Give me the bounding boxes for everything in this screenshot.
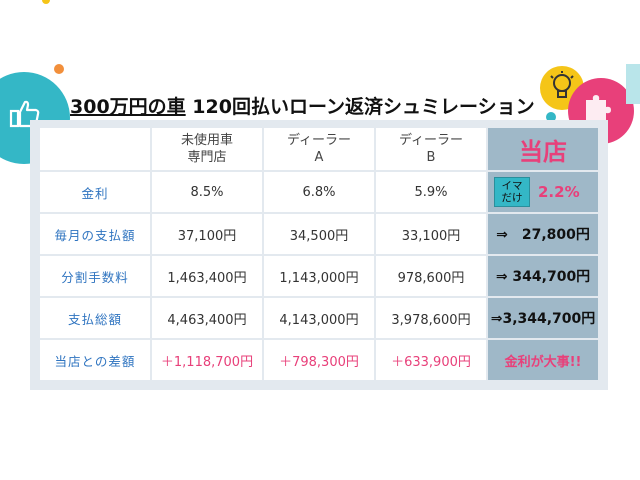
table-cell: 8.5% — [152, 172, 262, 212]
store-cell-interest: イマ だけ 2.2% — [488, 172, 598, 212]
column-header-dealer-b: ディーラー B — [376, 128, 486, 170]
column-header-line: A — [314, 150, 324, 165]
table-row: 支払総額 4,463,400円 4,143,000円 3,978,600円 ⇒3… — [40, 298, 598, 338]
puzzle-icon — [586, 95, 611, 120]
column-header-line: 未使用車 — [180, 133, 233, 148]
store-cell-total: ⇒3,344,700円 — [488, 298, 598, 338]
table-row: 毎月の支払額 37,100円 34,500円 33,100円 ⇒ 27,800円 — [40, 214, 598, 254]
light-bulb-icon — [550, 71, 574, 98]
column-header-line: 専門店 — [187, 150, 227, 165]
row-label-interest: 金利 — [40, 172, 150, 212]
table-cell: 37,100円 — [152, 214, 262, 254]
table-cell: 1,463,400円 — [152, 256, 262, 296]
decor-dot — [42, 0, 50, 4]
decor-stripe — [626, 64, 640, 104]
decor-circle-yellow — [540, 66, 584, 110]
column-header-line: ディーラー — [398, 133, 464, 148]
table-cell-difference: ＋798,300円 — [264, 340, 374, 380]
table-header-row: 未使用車 専門店 ディーラー A ディーラー B 当店 — [40, 128, 598, 170]
table-cell: 978,600円 — [376, 256, 486, 296]
column-header-line: B — [426, 150, 436, 165]
table-cell: 3,978,600円 — [376, 298, 486, 338]
column-header-toten: 当店 — [488, 128, 598, 170]
row-label-difference: 当店との差額 — [40, 340, 150, 380]
column-header-line: ディーラー — [286, 133, 352, 148]
table-row: 金利 8.5% 6.8% 5.9% イマ だけ 2.2% — [40, 172, 598, 212]
title-loan-simulation: 120回払いローン返済シュミレーション — [185, 96, 535, 118]
table-cell: 33,100円 — [376, 214, 486, 254]
table-cell: 1,143,000円 — [264, 256, 374, 296]
row-label-total: 支払総額 — [40, 298, 150, 338]
limited-time-badge: イマ だけ — [494, 177, 530, 207]
table-cell: 6.8% — [264, 172, 374, 212]
store-cell-monthly: ⇒ 27,800円 — [488, 214, 598, 254]
store-cell-message: 金利が大事!! — [488, 340, 598, 380]
table-cell-difference: ＋1,118,700円 — [152, 340, 262, 380]
column-header-dealer-a: ディーラー A — [264, 128, 374, 170]
comparison-table: 未使用車 専門店 ディーラー A ディーラー B 当店 金利 8.5% 6.8%… — [38, 126, 600, 382]
decor-dot-orange — [54, 64, 64, 74]
row-label-monthly: 毎月の支払額 — [40, 214, 150, 254]
table-cell-difference: ＋633,900円 — [376, 340, 486, 380]
table-cell: 4,463,400円 — [152, 298, 262, 338]
badge-text: イマ だけ — [501, 180, 523, 204]
store-interest-rate: 2.2% — [538, 183, 580, 201]
row-label-fee: 分割手数料 — [40, 256, 150, 296]
table-cell: 34,500円 — [264, 214, 374, 254]
table-row: 分割手数料 1,463,400円 1,143,000円 978,600円 ⇒ 3… — [40, 256, 598, 296]
table-cell: 4,143,000円 — [264, 298, 374, 338]
header-empty-cell — [40, 128, 150, 170]
store-cell-fee: ⇒ 344,700円 — [488, 256, 598, 296]
column-header-mishiyo: 未使用車 専門店 — [152, 128, 262, 170]
page-title: 300万円の車 120回払いローン返済シュミレーション — [70, 92, 535, 119]
table-row: 当店との差額 ＋1,118,700円 ＋798,300円 ＋633,900円 金… — [40, 340, 598, 380]
title-car-price: 300万円の車 — [70, 96, 186, 118]
table-cell: 5.9% — [376, 172, 486, 212]
